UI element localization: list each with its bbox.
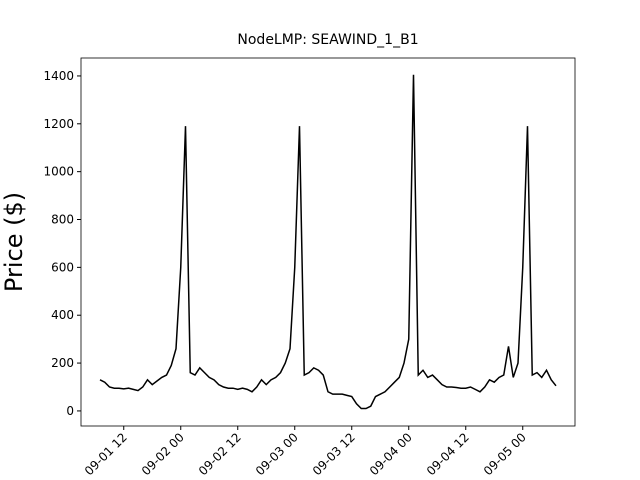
plot-frame — [80, 57, 576, 427]
data-line — [99, 74, 557, 410]
y-tick-label: 1400 — [43, 69, 74, 83]
y-tick-label: 1200 — [43, 117, 74, 131]
y-tick-label: 800 — [51, 213, 74, 227]
y-axis-label: Price ($) — [0, 192, 28, 292]
y-tick-label: 400 — [51, 308, 74, 322]
y-tick-label: 600 — [51, 260, 74, 274]
y-tick-label: 200 — [51, 356, 74, 370]
y-tick-label: 1000 — [43, 165, 74, 179]
y-tick-label: 0 — [66, 404, 74, 418]
chart-title: NodeLMP: SEAWIND_1_B1 — [237, 32, 418, 48]
